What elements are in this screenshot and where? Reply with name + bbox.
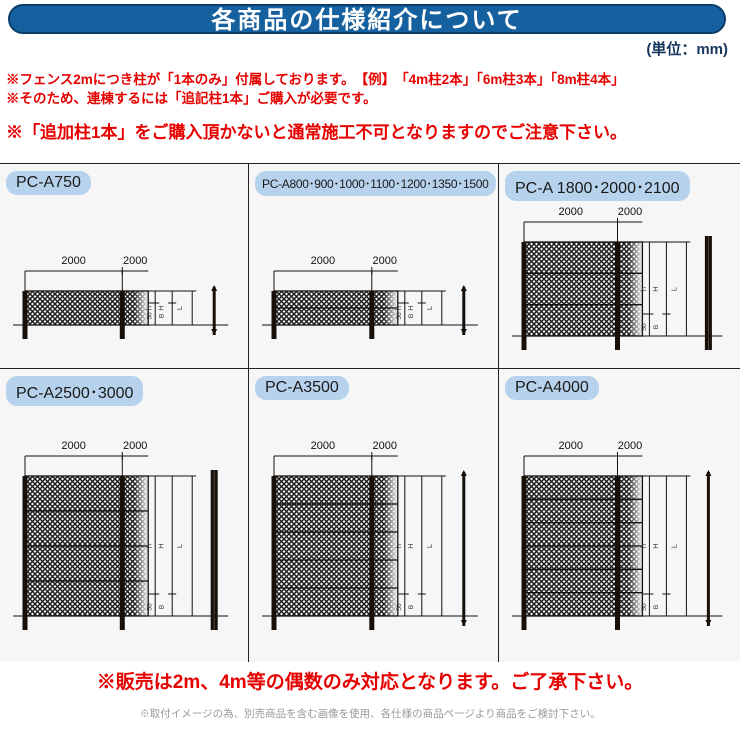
- svg-text:h: h: [145, 544, 154, 548]
- svg-text:2000: 2000: [61, 255, 85, 267]
- svg-text:L: L: [425, 306, 434, 310]
- svg-text:50: 50: [641, 603, 648, 611]
- svg-text:2000: 2000: [61, 440, 85, 452]
- svg-text:L: L: [425, 544, 434, 548]
- svg-text:2000: 2000: [559, 440, 583, 452]
- svg-text:B: B: [653, 325, 660, 329]
- svg-text:L: L: [175, 306, 184, 310]
- svg-text:2000: 2000: [373, 440, 397, 452]
- svg-text:L: L: [669, 287, 678, 291]
- svg-text:2000: 2000: [311, 255, 335, 267]
- svg-text:2000: 2000: [618, 206, 642, 218]
- svg-text:B: B: [653, 605, 660, 609]
- svg-text:L: L: [669, 544, 678, 548]
- svg-text:h: h: [394, 306, 403, 310]
- svg-text:H: H: [157, 543, 166, 548]
- svg-text:2000: 2000: [123, 255, 147, 267]
- svg-text:2000: 2000: [373, 255, 397, 267]
- svg-text:B: B: [408, 314, 415, 318]
- svg-text:50: 50: [147, 312, 154, 320]
- svg-text:L: L: [175, 544, 184, 548]
- svg-text:2000: 2000: [559, 206, 583, 218]
- svg-text:H: H: [406, 305, 415, 310]
- svg-text:50: 50: [396, 603, 403, 611]
- svg-text:B: B: [159, 314, 166, 318]
- svg-text:h: h: [145, 306, 154, 310]
- svg-text:50: 50: [147, 603, 154, 611]
- svg-text:B: B: [408, 605, 415, 609]
- svg-text:2000: 2000: [123, 440, 147, 452]
- svg-text:H: H: [157, 305, 166, 310]
- svg-text:H: H: [651, 543, 660, 548]
- svg-text:h: h: [394, 544, 403, 548]
- svg-text:h: h: [639, 544, 648, 548]
- svg-text:2000: 2000: [618, 440, 642, 452]
- svg-text:H: H: [651, 286, 660, 291]
- svg-text:B: B: [159, 605, 166, 609]
- svg-text:50: 50: [396, 312, 403, 320]
- svg-text:h: h: [639, 287, 648, 291]
- svg-text:2000: 2000: [311, 440, 335, 452]
- svg-text:H: H: [406, 543, 415, 548]
- svg-text:50: 50: [641, 323, 648, 331]
